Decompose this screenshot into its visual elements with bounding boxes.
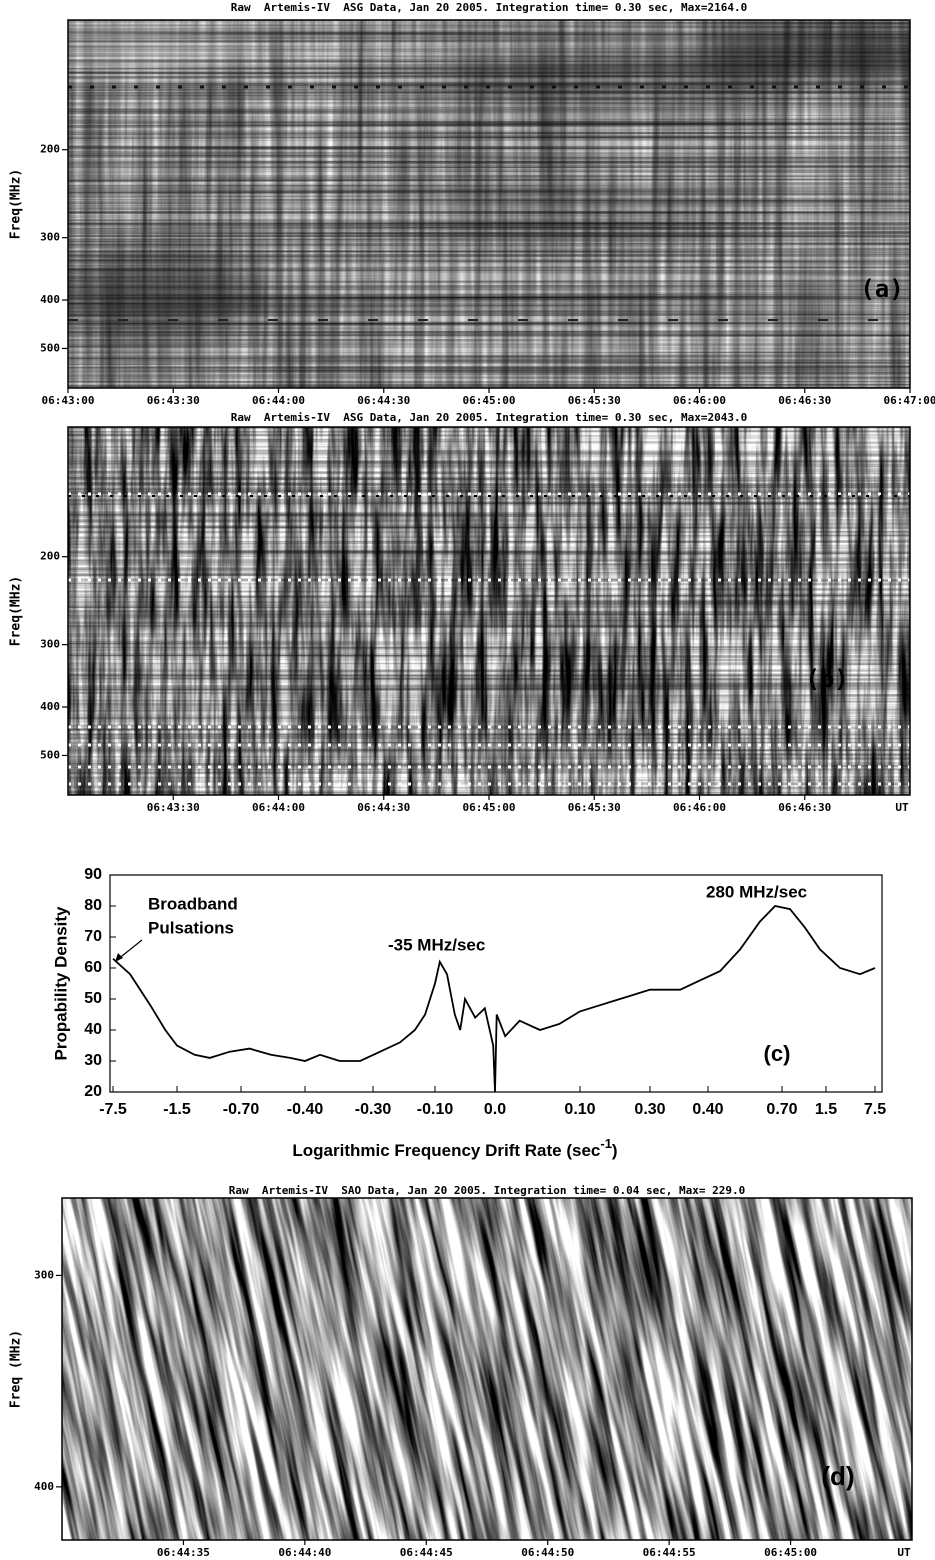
y-axis-label: Freq(MHz) [9, 169, 24, 239]
x-axis-label-superscript: -1 [600, 1136, 612, 1151]
y-tick-label: 90 [84, 866, 102, 883]
annotation: Broadband [148, 894, 238, 913]
panel-label: (d) [821, 1461, 854, 1491]
y-tick-label: 70 [84, 928, 102, 945]
y-tick-label: 60 [84, 959, 102, 976]
y-tick-label: 500 [40, 341, 60, 354]
y-tick-label: 400 [40, 293, 60, 306]
x-tick-label: 06:46:00 [673, 801, 726, 814]
y-tick-label: 200 [40, 143, 60, 156]
x-tick-label: -7.5 [99, 1101, 127, 1118]
y-tick-label: 80 [84, 897, 102, 914]
x-tick-label: 06:46:30 [778, 801, 831, 814]
x-tick-label: 06:44:55 [643, 1546, 696, 1559]
x-tick-label: 06:44:30 [357, 801, 410, 814]
x-tick-label: -0.30 [355, 1101, 392, 1118]
x-tick-label: 06:44:45 [400, 1546, 453, 1559]
y-tick-label: 300 [40, 638, 60, 651]
annotation: 280 MHz/sec [706, 882, 807, 901]
x-tick-label: -0.70 [223, 1101, 260, 1118]
x-tick-label: 06:46:00 [673, 394, 726, 407]
annotation-arrowhead [115, 953, 123, 962]
x-tick-label: 06:44:35 [157, 1546, 210, 1559]
plot-frame [61, 1197, 913, 1541]
x-unit-label: UT [897, 1546, 911, 1559]
plot-frame [109, 874, 883, 1093]
spectrogram [68, 427, 910, 795]
y-tick-label: 40 [84, 1021, 102, 1038]
x-tick-label: 1.5 [815, 1101, 837, 1118]
x-tick-label: 0.30 [634, 1101, 665, 1118]
panel-label: (b) [805, 665, 848, 693]
y-tick-label: 30 [84, 1052, 102, 1069]
interference-lines [68, 20, 910, 388]
spectrogram-texture [62, 1198, 912, 1540]
y-tick-label: 50 [84, 990, 102, 1007]
x-tick-label: 06:45:30 [568, 801, 621, 814]
x-tick-label: 0.70 [766, 1101, 797, 1118]
spectrogram [62, 1198, 912, 1540]
x-tick-label: 06:45:00 [463, 394, 516, 407]
x-tick-label: 06:44:40 [278, 1546, 331, 1559]
interference-lines [68, 427, 910, 795]
y-tick-label: 400 [40, 700, 60, 713]
x-tick-label: -1.5 [163, 1101, 191, 1118]
x-tick-label: -0.40 [287, 1101, 324, 1118]
x-axis-label-main: Logarithmic Frequency Drift Rate (sec [292, 1141, 600, 1160]
panel-title: Raw Artemis-IV ASG Data, Jan 20 2005. In… [231, 411, 748, 424]
annotation: Pulsations [148, 918, 234, 937]
x-tick-label: 06:43:30 [147, 394, 200, 407]
x-tick-label: 06:45:00 [764, 1546, 817, 1559]
panel-label: (a) [860, 275, 903, 303]
x-tick-label: 06:44:30 [357, 394, 410, 407]
y-tick-label: 500 [40, 748, 60, 761]
y-tick-label: 200 [40, 550, 60, 563]
panel-label: (c) [764, 1041, 791, 1066]
x-tick-label: 06:43:30 [147, 801, 200, 814]
y-axis-label: Freq(MHz) [9, 576, 24, 646]
y-axis-label: Propability Density [51, 906, 70, 1061]
x-tick-label: 0.10 [564, 1101, 595, 1118]
x-axis-label: Logarithmic Frequency Drift Rate (sec-1) [292, 1136, 617, 1160]
x-tick-label: 0.0 [484, 1101, 506, 1118]
x-axis-label-suffix: ) [612, 1141, 618, 1160]
y-tick-label: 300 [34, 1268, 54, 1281]
x-tick-label: 06:45:30 [568, 394, 621, 407]
y-tick-label: 300 [40, 231, 60, 244]
x-tick-label: 06:43:00 [42, 394, 95, 407]
x-tick-label: 06:47:00 [884, 394, 935, 407]
y-tick-label: 400 [34, 1480, 54, 1493]
x-tick-label: -0.10 [417, 1101, 454, 1118]
panel-title: Raw Artemis-IV ASG Data, Jan 20 2005. In… [231, 1, 748, 14]
density-curve [112, 905, 876, 1093]
x-tick-label: 06:46:30 [778, 394, 831, 407]
annotation: -35 MHz/sec [388, 935, 485, 954]
x-unit-label: UT [895, 801, 909, 814]
x-tick-label: 06:44:00 [252, 394, 305, 407]
y-tick-label: 20 [84, 1083, 102, 1100]
x-tick-label: 06:44:50 [521, 1546, 574, 1559]
x-tick-label: 06:44:00 [252, 801, 305, 814]
panel-title: Raw Artemis-IV SAO Data, Jan 20 2005. In… [229, 1184, 746, 1197]
x-tick-label: 7.5 [864, 1101, 886, 1118]
spectrogram [68, 20, 910, 388]
x-tick-label: 06:45:00 [463, 801, 516, 814]
y-axis-label: Freq (MHz) [9, 1330, 24, 1408]
x-tick-label: 0.40 [692, 1101, 723, 1118]
